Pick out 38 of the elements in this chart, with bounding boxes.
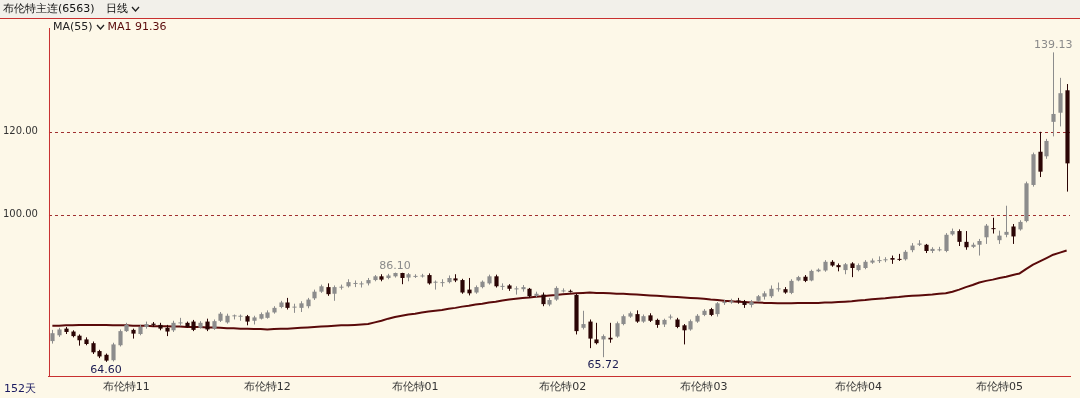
annotation: MA1 91.36 [107,20,167,33]
x-tick-label: 布伦特11 [102,380,150,394]
annotation: MA(55) [52,20,93,33]
y-tick-label: 100.00 [2,208,38,220]
candlestick [1044,138,1049,160]
candlestick [601,333,606,358]
annotation: 65.72 [587,358,619,372]
candlestick [944,232,949,253]
candlestick [1051,51,1056,137]
candlestick [964,230,969,251]
candlestick [433,279,438,291]
candlestick [984,223,989,245]
x-tick-label: 布伦特05 [975,380,1023,394]
candlestick [1038,131,1043,178]
text: 152天 [4,382,36,395]
candlestick [594,322,599,345]
x-tick-label: 布伦特04 [834,380,882,394]
candlestick [1004,205,1009,238]
annotation: 139.13 [1033,38,1073,52]
candlestick [440,278,445,288]
x-tick-label: 布伦特02 [539,380,587,394]
candlestick [111,342,116,362]
chart-subtitle: 日线 [105,1,128,17]
candlestick [581,310,586,330]
chart-title: 布伦特主连(6563) [3,1,95,17]
candlestick [514,285,519,296]
x-tick-label: 布伦特01 [391,380,439,394]
candlestick [1011,223,1016,245]
candlestick [1058,77,1063,127]
x-tick-label: 布伦特03 [680,380,728,394]
candlestick [991,217,996,235]
annotation: 86.10 [379,258,411,272]
x-tick-label: 布伦特12 [243,380,291,394]
candlestick [588,319,593,349]
annotation: 64.60 [90,362,122,376]
y-tick-label: 120.00 [2,125,38,137]
candlestick [561,287,566,294]
candlestick [682,323,687,345]
